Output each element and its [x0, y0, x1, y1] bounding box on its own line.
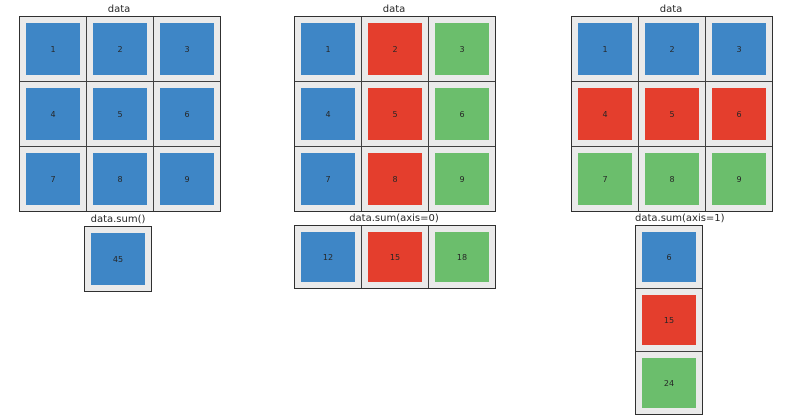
cell-square: 7 — [578, 153, 632, 205]
cell: 4 — [572, 82, 638, 146]
array-grid: 1 2 3 4 5 6 7 8 9 — [294, 16, 496, 212]
panel-title: data — [659, 4, 683, 15]
array-grid: 6 15 24 — [635, 225, 703, 415]
cell: 1 — [20, 17, 86, 81]
panel-title: data.sum(axis=1) — [635, 213, 725, 224]
cell-square: 8 — [645, 153, 699, 205]
cell-square: 15 — [368, 232, 422, 282]
cell-square: 3 — [435, 23, 489, 75]
cell-square: 7 — [26, 153, 80, 205]
panel-data-left: data 1 2 3 4 5 6 7 8 9 — [19, 3, 221, 212]
cell: 5 — [362, 82, 428, 146]
panel-sum-axis0: data.sum(axis=0) 12 15 18 — [294, 212, 496, 289]
cell: 6 — [154, 82, 220, 146]
cell: 3 — [429, 17, 495, 81]
cell: 15 — [362, 226, 428, 288]
cell-square: 6 — [160, 88, 214, 140]
panel-sum-axis1: data.sum(axis=1) 6 15 24 — [635, 212, 725, 415]
cell: 3 — [706, 17, 772, 81]
cell: 9 — [706, 147, 772, 211]
cell: 2 — [87, 17, 153, 81]
cell-square: 1 — [301, 23, 355, 75]
cell: 7 — [20, 147, 86, 211]
panel-sum-all: data.sum() 45 — [84, 213, 152, 292]
cell: 6 — [429, 82, 495, 146]
cell: 8 — [87, 147, 153, 211]
panel-data-right: data 1 2 3 4 5 6 7 8 9 — [571, 3, 773, 212]
cell-square: 6 — [642, 232, 696, 282]
array-grid: 45 — [84, 226, 152, 292]
cell-square: 3 — [160, 23, 214, 75]
panel-title: data — [382, 4, 406, 15]
array-grid: 12 15 18 — [294, 225, 496, 289]
cell-square: 6 — [435, 88, 489, 140]
cell: 12 — [295, 226, 361, 288]
cell: 6 — [636, 226, 702, 288]
cell: 18 — [429, 226, 495, 288]
cell: 9 — [154, 147, 220, 211]
cell-square: 2 — [645, 23, 699, 75]
cell-square: 4 — [578, 88, 632, 140]
cell-square: 24 — [642, 358, 696, 408]
cell: 1 — [572, 17, 638, 81]
cell-square: 12 — [301, 232, 355, 282]
cell-square: 8 — [93, 153, 147, 205]
panel-title: data — [107, 4, 131, 15]
cell-square: 1 — [578, 23, 632, 75]
cell-square: 5 — [93, 88, 147, 140]
cell: 8 — [362, 147, 428, 211]
cell: 24 — [636, 352, 702, 414]
cell: 9 — [429, 147, 495, 211]
cell: 5 — [87, 82, 153, 146]
cell-square: 6 — [712, 88, 766, 140]
cell-square: 4 — [301, 88, 355, 140]
cell: 4 — [20, 82, 86, 146]
cell: 4 — [295, 82, 361, 146]
cell: 5 — [639, 82, 705, 146]
panel-data-middle: data 1 2 3 4 5 6 7 8 9 — [294, 3, 496, 212]
cell: 45 — [85, 227, 151, 291]
cell-square: 3 — [712, 23, 766, 75]
cell: 15 — [636, 289, 702, 351]
cell-square: 4 — [26, 88, 80, 140]
cell: 2 — [639, 17, 705, 81]
cell-square: 1 — [26, 23, 80, 75]
cell-square: 2 — [368, 23, 422, 75]
cell-square: 5 — [368, 88, 422, 140]
cell-square: 9 — [160, 153, 214, 205]
array-grid: 1 2 3 4 5 6 7 8 9 — [19, 16, 221, 212]
cell: 8 — [639, 147, 705, 211]
cell-square: 7 — [301, 153, 355, 205]
panel-title: data.sum() — [90, 214, 146, 225]
cell: 6 — [706, 82, 772, 146]
cell: 7 — [572, 147, 638, 211]
cell-square: 45 — [91, 233, 145, 285]
cell-square: 2 — [93, 23, 147, 75]
cell-square: 18 — [435, 232, 489, 282]
panel-title: data.sum(axis=0) — [349, 213, 439, 224]
array-grid: 1 2 3 4 5 6 7 8 9 — [571, 16, 773, 212]
cell-square: 9 — [712, 153, 766, 205]
cell-square: 9 — [435, 153, 489, 205]
cell-square: 8 — [368, 153, 422, 205]
cell: 1 — [295, 17, 361, 81]
cell-square: 15 — [642, 295, 696, 345]
cell: 7 — [295, 147, 361, 211]
cell-square: 5 — [645, 88, 699, 140]
cell: 3 — [154, 17, 220, 81]
cell: 2 — [362, 17, 428, 81]
